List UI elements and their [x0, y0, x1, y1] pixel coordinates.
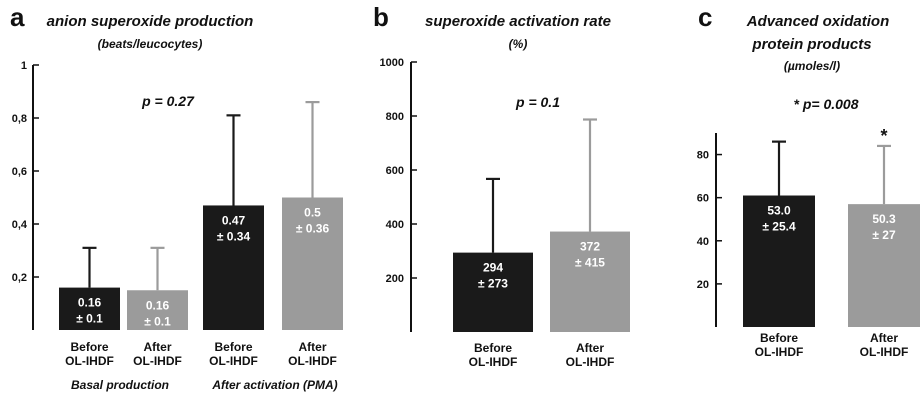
panel-c-pvalue: * p= 0.008	[794, 96, 859, 112]
y-tick-label: 40	[697, 236, 709, 248]
category-label: Before	[474, 341, 512, 355]
category-label: OL-IHDF	[288, 354, 337, 368]
y-tick-label: 200	[386, 273, 404, 285]
panel-letter-c: c	[698, 2, 712, 32]
panel-b-title: superoxide activation rate	[425, 13, 611, 30]
y-tick-label: 20	[697, 279, 709, 291]
bar	[203, 205, 264, 330]
y-tick-label: 0,6	[12, 166, 27, 178]
bar-value-label: 0.5	[304, 206, 321, 220]
category-label: OL-IHDF	[755, 345, 804, 359]
bar	[282, 197, 343, 330]
panel-a-group-label: After activation (PMA)	[211, 378, 337, 392]
category-label: Before	[70, 340, 108, 354]
panel-c-title: Advanced oxidation	[746, 13, 890, 30]
panel-b-pvalue: p = 0.1	[515, 94, 560, 110]
bar-value-label: 0.16	[146, 298, 170, 312]
panel-a-pvalue: p = 0.27	[141, 93, 195, 109]
category-label: OL-IHDF	[469, 355, 518, 369]
bar-value-label: 53.0	[767, 204, 791, 218]
y-tick-label: 400	[386, 219, 404, 231]
category-label: OL-IHDF	[860, 345, 909, 359]
panel-b-subtitle: (%)	[509, 37, 528, 51]
category-label: After	[143, 340, 171, 354]
bar-value-label: 372	[580, 240, 600, 254]
y-tick-label: 600	[386, 165, 404, 177]
bar-value-label: 0.16	[78, 296, 102, 310]
category-label: After	[870, 331, 898, 345]
panel-letter-a: a	[10, 2, 25, 32]
category-label: OL-IHDF	[209, 354, 258, 368]
panel-a-group-label: Basal production	[71, 378, 169, 392]
bar-sd-label: ± 273	[478, 277, 508, 291]
bar-sd-label: ± 27	[872, 228, 896, 242]
category-label: OL-IHDF	[566, 355, 615, 369]
y-tick-label: 60	[697, 193, 709, 205]
bar-value-label: 0.47	[222, 213, 246, 227]
panel-letter-b: b	[373, 2, 389, 32]
category-label: Before	[760, 331, 798, 345]
panel-a-title: anion superoxide production	[47, 13, 254, 30]
y-tick-label: 80	[697, 150, 709, 162]
y-tick-label: 800	[386, 111, 404, 123]
bar-value-label: 50.3	[872, 212, 896, 226]
bar-value-label: 294	[483, 261, 503, 275]
y-tick-label: 1	[21, 60, 27, 72]
bar	[59, 287, 120, 330]
bar-sd-label: ± 415	[575, 256, 605, 270]
panel-a-plot: 0,20,40,60,810.16± 0.1BeforeOL-IHDF0.16±…	[12, 60, 343, 368]
bar-sd-label: ± 0.34	[217, 229, 251, 243]
bar	[127, 290, 188, 330]
significance-marker: *	[880, 126, 887, 146]
bar	[848, 204, 920, 327]
bar-sd-label: ± 0.36	[296, 222, 330, 236]
category-label: After	[576, 341, 604, 355]
bar-sd-label: ± 0.1	[76, 312, 103, 326]
bar	[453, 252, 533, 332]
panel-c-subtitle: (µmoles/l)	[784, 59, 840, 73]
y-tick-label: 0,2	[12, 272, 27, 284]
panel-c-title-line2: protein products	[751, 36, 871, 53]
bar-sd-label: ± 0.1	[144, 314, 171, 328]
panel-a-subtitle: (beats/leucocytes)	[98, 37, 203, 51]
y-tick-label: 1000	[380, 57, 404, 69]
category-label: After	[298, 340, 326, 354]
bar-sd-label: ± 25.4	[762, 220, 796, 234]
y-tick-label: 0,4	[12, 219, 28, 231]
bar	[743, 195, 815, 327]
y-tick-label: 0,8	[12, 113, 27, 125]
category-label: Before	[214, 340, 252, 354]
category-label: OL-IHDF	[133, 354, 182, 368]
category-label: OL-IHDF	[65, 354, 114, 368]
bar	[550, 231, 630, 332]
